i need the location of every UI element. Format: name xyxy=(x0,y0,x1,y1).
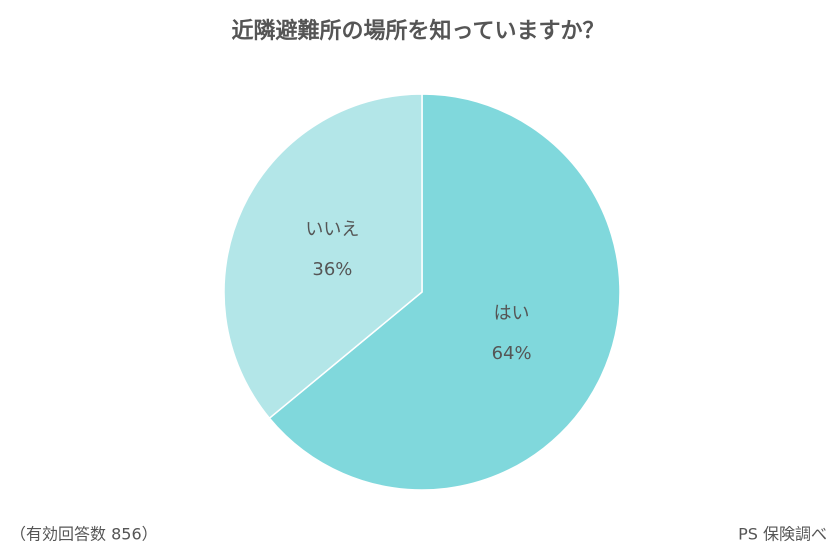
source: PS 保険調べ xyxy=(738,525,827,544)
slice-label: いいえ xyxy=(305,219,359,240)
value-label: 36% xyxy=(312,259,352,280)
chart-title: 近隣避難所の場所を知っていますか？ xyxy=(232,18,605,44)
slice-label: はい xyxy=(494,303,530,324)
note: （有効回答数 856） xyxy=(10,525,158,544)
pie-slice xyxy=(268,93,621,491)
value-label: 64% xyxy=(492,343,532,364)
pie-slice xyxy=(223,93,423,420)
